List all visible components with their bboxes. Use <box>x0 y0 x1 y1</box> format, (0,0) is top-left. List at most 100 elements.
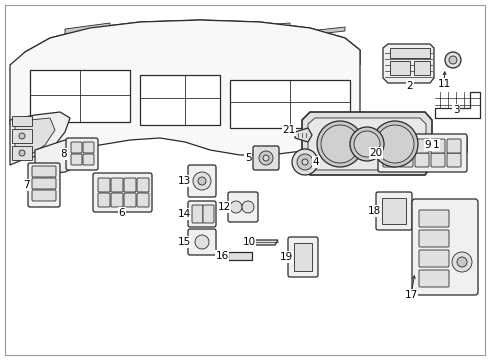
FancyBboxPatch shape <box>447 139 461 153</box>
FancyBboxPatch shape <box>98 193 110 207</box>
Circle shape <box>372 121 418 167</box>
Text: 8: 8 <box>61 149 67 159</box>
Circle shape <box>230 201 242 213</box>
FancyBboxPatch shape <box>71 154 82 165</box>
Text: 10: 10 <box>243 237 256 247</box>
FancyBboxPatch shape <box>253 146 279 170</box>
FancyBboxPatch shape <box>228 192 258 222</box>
Polygon shape <box>302 112 432 175</box>
FancyBboxPatch shape <box>93 173 152 212</box>
Text: 18: 18 <box>368 206 381 216</box>
Polygon shape <box>308 118 426 170</box>
Text: 3: 3 <box>453 105 459 115</box>
Bar <box>12 116 32 126</box>
FancyBboxPatch shape <box>83 142 94 153</box>
FancyBboxPatch shape <box>124 178 136 192</box>
FancyBboxPatch shape <box>399 153 413 167</box>
Text: 19: 19 <box>279 252 293 262</box>
FancyBboxPatch shape <box>203 205 214 223</box>
FancyBboxPatch shape <box>419 210 449 227</box>
FancyBboxPatch shape <box>188 165 216 197</box>
Circle shape <box>297 154 313 170</box>
FancyBboxPatch shape <box>137 178 149 192</box>
FancyBboxPatch shape <box>98 178 110 192</box>
Circle shape <box>445 52 461 68</box>
Text: 2: 2 <box>407 81 413 91</box>
FancyBboxPatch shape <box>431 136 467 154</box>
Circle shape <box>376 125 414 163</box>
Polygon shape <box>228 252 252 260</box>
Text: 17: 17 <box>404 290 417 300</box>
Circle shape <box>259 151 273 165</box>
FancyBboxPatch shape <box>28 163 60 207</box>
FancyBboxPatch shape <box>111 193 123 207</box>
FancyBboxPatch shape <box>66 138 98 170</box>
Bar <box>294 243 312 271</box>
Circle shape <box>195 235 209 249</box>
FancyBboxPatch shape <box>378 134 467 172</box>
Polygon shape <box>140 75 220 125</box>
Circle shape <box>193 172 211 190</box>
Text: 16: 16 <box>216 251 229 261</box>
Circle shape <box>198 177 206 185</box>
FancyBboxPatch shape <box>32 178 56 189</box>
FancyBboxPatch shape <box>124 193 136 207</box>
Text: 21: 21 <box>282 125 295 135</box>
FancyBboxPatch shape <box>415 153 429 167</box>
FancyBboxPatch shape <box>32 190 56 201</box>
Text: 9: 9 <box>425 140 431 150</box>
FancyBboxPatch shape <box>188 229 216 255</box>
FancyBboxPatch shape <box>399 139 413 153</box>
Polygon shape <box>30 70 130 122</box>
FancyBboxPatch shape <box>71 142 82 153</box>
Bar <box>12 146 32 160</box>
Circle shape <box>457 257 467 267</box>
FancyBboxPatch shape <box>32 166 56 177</box>
Circle shape <box>19 150 25 156</box>
FancyBboxPatch shape <box>192 205 203 223</box>
Text: 4: 4 <box>313 157 319 167</box>
Bar <box>414 61 430 75</box>
Text: 6: 6 <box>119 208 125 218</box>
FancyBboxPatch shape <box>419 230 449 247</box>
Polygon shape <box>295 128 312 142</box>
Text: 11: 11 <box>438 79 451 89</box>
Circle shape <box>449 56 457 64</box>
Text: 12: 12 <box>218 202 231 212</box>
Circle shape <box>242 201 254 213</box>
Polygon shape <box>10 20 360 155</box>
Polygon shape <box>300 27 345 36</box>
FancyBboxPatch shape <box>415 139 429 153</box>
FancyBboxPatch shape <box>431 139 445 153</box>
FancyBboxPatch shape <box>447 153 461 167</box>
Text: 1: 1 <box>433 140 440 150</box>
Circle shape <box>292 149 318 175</box>
Text: 20: 20 <box>369 148 383 158</box>
FancyBboxPatch shape <box>431 153 445 167</box>
Polygon shape <box>15 118 55 160</box>
FancyBboxPatch shape <box>383 139 397 153</box>
FancyBboxPatch shape <box>188 201 216 227</box>
Polygon shape <box>10 20 360 78</box>
Polygon shape <box>10 112 70 165</box>
Polygon shape <box>383 44 434 83</box>
FancyBboxPatch shape <box>137 193 149 207</box>
FancyBboxPatch shape <box>111 178 123 192</box>
Circle shape <box>452 252 472 272</box>
Bar <box>382 198 406 224</box>
FancyBboxPatch shape <box>83 154 94 165</box>
Text: 15: 15 <box>177 237 191 247</box>
FancyBboxPatch shape <box>412 199 478 295</box>
Circle shape <box>317 121 363 167</box>
Polygon shape <box>120 21 200 31</box>
Polygon shape <box>230 80 350 128</box>
Circle shape <box>302 159 308 165</box>
Text: 14: 14 <box>177 209 191 219</box>
Text: 13: 13 <box>177 176 191 186</box>
FancyBboxPatch shape <box>419 250 449 267</box>
Circle shape <box>350 127 384 161</box>
Bar <box>12 129 32 143</box>
Bar <box>390 48 430 58</box>
Text: 5: 5 <box>245 153 251 163</box>
FancyBboxPatch shape <box>376 192 412 230</box>
